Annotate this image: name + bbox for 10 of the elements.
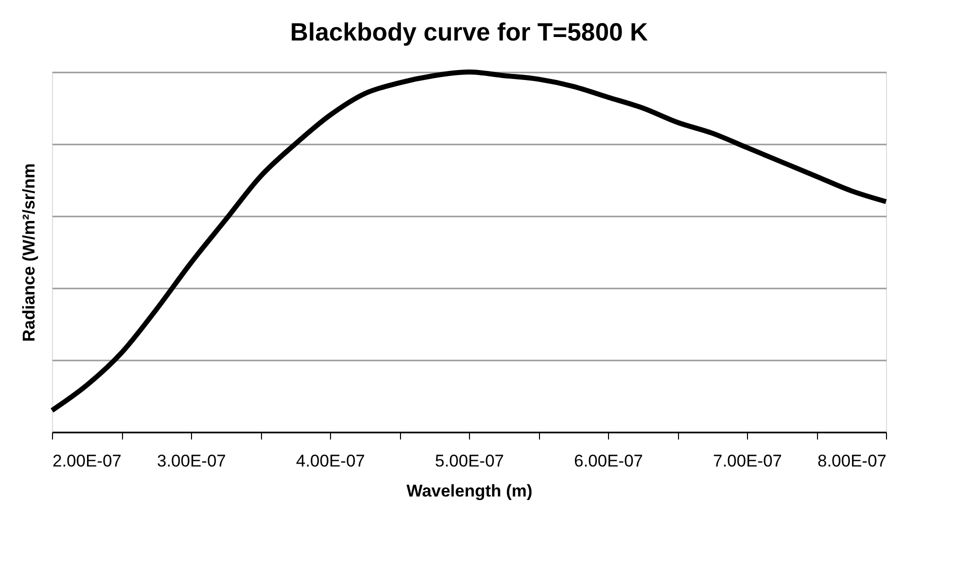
x-tick-label: 3.00E-07	[157, 452, 226, 470]
x-tick-label: 2.00E-07	[52, 452, 122, 470]
y-axis-title: Radiance (W/m²/sr/nm	[20, 163, 38, 342]
x-tick-label: 7.00E-07	[713, 452, 782, 470]
x-tick-label: 6.00E-07	[574, 452, 643, 470]
x-axis-title: Wavelength (m)	[406, 482, 532, 500]
x-tick-label: 4.00E-07	[296, 452, 365, 470]
chart-title: Blackbody curve for T=5800 K	[290, 18, 648, 46]
x-tick-label: 8.00E-07	[818, 452, 886, 470]
x-tick-label: 5.00E-07	[435, 452, 504, 470]
